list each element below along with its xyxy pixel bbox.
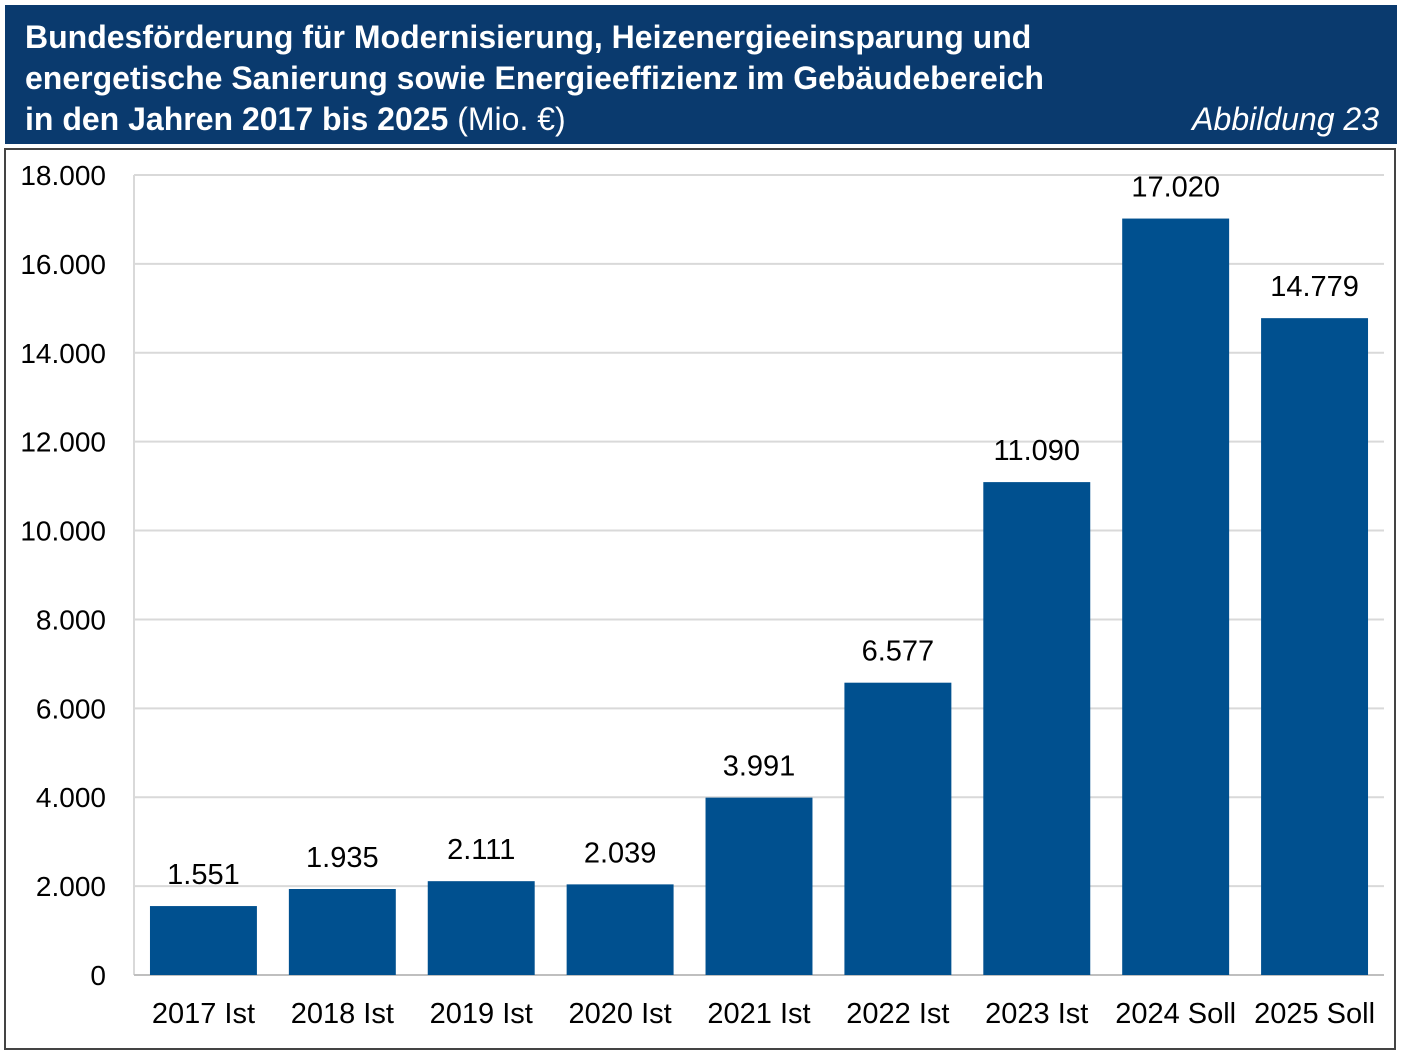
bar-2017-ist [149,906,257,975]
data-label: 17.020 [1131,172,1220,204]
x-category-label: 2025 Soll [1254,998,1375,1030]
x-category-label: 2022 Ist [846,998,949,1030]
bar-2022-ist [844,682,952,975]
y-tick-label: 0 [90,960,106,991]
y-tick-label: 18.000 [20,160,106,191]
bar-2018-ist [288,889,396,975]
chart-header: Bundesförderung für Modernisierung, Heiz… [5,5,1397,144]
data-label: 2.111 [447,834,515,866]
x-category-label: 2020 Ist [569,998,672,1030]
chart-frame: 0 2.000 4.000 6.000 8.000 10.000 12.000 14.000 1… [4,148,1396,1050]
data-label: 11.090 [994,435,1081,467]
gridlines [134,174,1384,888]
y-tick-label: 2.000 [36,871,106,902]
bars [149,218,1369,976]
figure-label: Abbildung 23 [1192,101,1379,137]
bar-2024-soll [1122,218,1230,976]
data-label: 2.039 [584,837,657,869]
data-label: 1.551 [167,859,240,891]
data-label: 3.991 [723,751,796,783]
chart-title-line-1: Bundesförderung für Modernisierung, Heiz… [25,19,1032,55]
y-tick-label: 4.000 [36,782,106,813]
chart-unit: (Mio. €) [457,101,566,137]
chart-title-years: in den Jahren 2017 bis 2025 [25,101,449,137]
chart-title-line-2: energetische Sanierung sowie Energieeffi… [25,60,1044,96]
y-tick-label: 12.000 [20,427,106,458]
y-tick-label: 8.000 [36,604,106,635]
data-label: 6.577 [862,636,935,668]
y-tick-label: 10.000 [20,516,106,547]
labels: 0 2.000 4.000 6.000 8.000 10.000 12.000 14.000 1… [20,160,1375,1030]
chart-title-line-3: in den Jahren 2017 bis 2025 (Mio. €) [25,99,566,139]
y-tick-label: 16.000 [20,249,106,280]
x-category-label: 2019 Ist [430,998,533,1030]
y-tick-label: 6.000 [36,693,106,724]
bar-2023-ist [983,482,1091,975]
x-category-label: 2023 Ist [985,998,1088,1030]
y-tick-label: 14.000 [20,338,106,369]
bar-2019-ist [427,881,535,975]
bar-2025-soll [1261,318,1369,976]
x-category-label: 2017 Ist [152,998,255,1030]
x-category-label: 2024 Soll [1115,998,1236,1030]
x-category-label: 2021 Ist [707,998,810,1030]
x-category-label: 2018 Ist [291,998,394,1030]
bar-chart: 0 2.000 4.000 6.000 8.000 10.000 12.000 14.000 1… [20,160,1384,1030]
data-label: 14.779 [1270,271,1359,303]
data-label: 1.935 [306,842,379,874]
bar-2020-ist [566,884,674,975]
bar-2021-ist [705,797,813,975]
